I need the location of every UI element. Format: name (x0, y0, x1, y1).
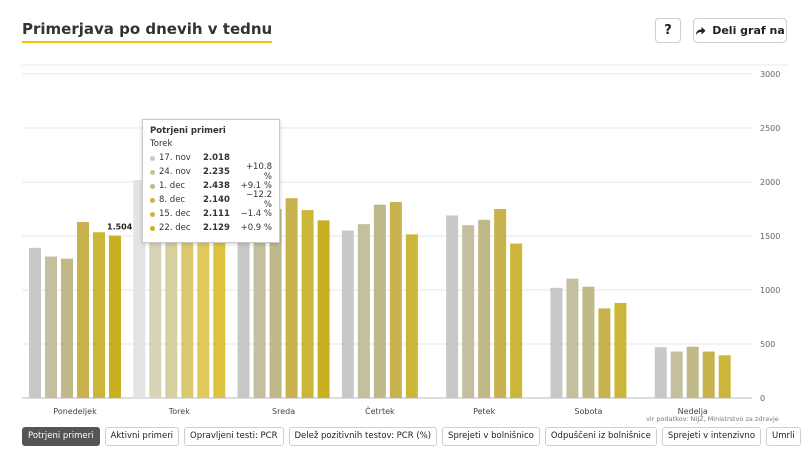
tooltip-row: 22. dec 2.129 +0.9 % (150, 221, 272, 235)
tooltip-change: −12.2 % (245, 190, 272, 210)
legend-dot (150, 155, 155, 161)
share-icon (695, 26, 706, 36)
tooltip-value: 2.129 (203, 223, 230, 233)
bar (269, 209, 282, 398)
bar (702, 351, 715, 398)
y-tick-label: 0 (760, 394, 765, 403)
bar (405, 234, 418, 398)
x-tick-label: Torek (168, 407, 190, 416)
data-source: vir podatkov: NIJZ, Ministrstvo za zdrav… (646, 415, 779, 423)
y-tick-label: 3000 (760, 70, 780, 79)
tooltip-row: 8. dec 2.140 −12.2 % (150, 190, 272, 210)
tooltip-value: 2.235 (203, 167, 230, 177)
bar (550, 287, 563, 398)
x-tick-label: Nedelja (678, 407, 708, 416)
tooltip-value: 2.438 (203, 181, 230, 191)
bar (77, 221, 89, 398)
bar (718, 355, 731, 398)
data-label: 1.504 (107, 223, 133, 232)
bar (341, 230, 354, 398)
tooltip-date: 22. dec (159, 223, 191, 233)
x-tick-label: Ponedeljek (53, 407, 97, 416)
x-tick-label: Sobota (574, 407, 602, 416)
bar (670, 351, 683, 398)
bar (357, 224, 370, 398)
bar (478, 219, 491, 398)
share-button[interactable]: Deli graf na (693, 18, 787, 43)
legend-dot (150, 197, 155, 203)
tooltip-change: +9.1 % (240, 181, 272, 191)
bar (446, 215, 459, 398)
tab-opravljeni-testi-pcr[interactable]: Opravljeni testi: PCR (184, 427, 284, 446)
y-tick-label: 500 (760, 340, 775, 349)
tooltip-date: 17. nov (159, 153, 191, 163)
x-tick-label: Četrtek (365, 405, 395, 416)
legend-dot (150, 183, 155, 189)
bar (654, 347, 667, 398)
bar (614, 302, 627, 398)
tooltip-value: 2.018 (203, 153, 230, 163)
bar (373, 204, 386, 398)
y-tick-label: 2000 (760, 178, 780, 187)
x-tick-label: Petek (473, 407, 496, 416)
y-tick-label: 1500 (760, 232, 780, 241)
tab-odpu-eni-iz-bolni-nice[interactable]: Odpuščeni iz bolnišnice (544, 427, 657, 446)
y-tick-label: 1000 (760, 286, 780, 295)
tab-umrli[interactable]: Umrli (766, 427, 801, 446)
bar (253, 204, 266, 398)
legend-dot (150, 211, 155, 217)
bar (582, 286, 595, 398)
tab-sprejeti-v-intenzivno[interactable]: Sprejeti v intenzivno (661, 427, 762, 446)
bar (29, 247, 41, 398)
tooltip-date: 8. dec (159, 195, 186, 205)
tooltip-row: 1. dec 2.438 +9.1 % (150, 179, 272, 193)
tooltip-change: −1.4 % (240, 209, 272, 219)
tooltip-value: 2.111 (203, 209, 230, 219)
bar (301, 210, 314, 398)
bar (494, 209, 507, 398)
bar (285, 198, 298, 398)
bar (61, 258, 73, 398)
metric-tabs: Potrjeni primeri Aktivni primeri Opravljen… (22, 427, 801, 446)
bar (510, 243, 523, 398)
tooltip-change: +10.8 % (245, 162, 272, 182)
bar (389, 201, 402, 398)
tooltip-date: 15. dec (159, 209, 191, 219)
tooltip-subtitle: Torek (150, 139, 173, 149)
tooltip-date: 1. dec (159, 181, 186, 191)
bar (93, 232, 105, 398)
bar (686, 346, 699, 398)
bar (45, 256, 57, 398)
chart-title: Primerjava po dnevih v tednu (22, 20, 273, 43)
bar (598, 308, 611, 398)
tooltip-change: +0.9 % (240, 223, 272, 233)
tooltip-date: 24. nov (159, 167, 191, 177)
tab-dele-pozitivnih-testov-pcr[interactable]: Delež pozitivnih testov: PCR (%) (288, 427, 438, 446)
tooltip-row: 24. nov 2.235 +10.8 % (150, 162, 272, 182)
bar (462, 225, 475, 398)
bar (109, 235, 121, 398)
bar (237, 201, 250, 398)
legend-dot (150, 169, 155, 175)
tab-potrjeni-primeri[interactable]: Potrjeni primeri (22, 427, 100, 446)
legend-dot (150, 225, 155, 231)
tab-aktivni-primeri[interactable]: Aktivni primeri (104, 427, 180, 446)
tooltip-row: 15. dec 2.111 −1.4 % (150, 207, 272, 221)
chart-tooltip: Potrjeni primeri Torek 17. nov 2.018 24. n… (142, 119, 280, 243)
x-tick-label: Sreda (272, 407, 295, 416)
tooltip-value: 2.140 (203, 195, 230, 205)
bar (317, 220, 330, 398)
tooltip-title: Potrjeni primeri (150, 126, 226, 136)
tooltip-row: 17. nov 2.018 (150, 151, 272, 165)
tab-sprejeti-v-bolni-nico[interactable]: Sprejeti v bolnišnico (442, 427, 540, 446)
y-tick-label: 2500 (760, 124, 780, 133)
help-button[interactable]: ? (655, 18, 681, 43)
share-label: Deli graf na (712, 24, 785, 37)
bar (566, 278, 579, 398)
